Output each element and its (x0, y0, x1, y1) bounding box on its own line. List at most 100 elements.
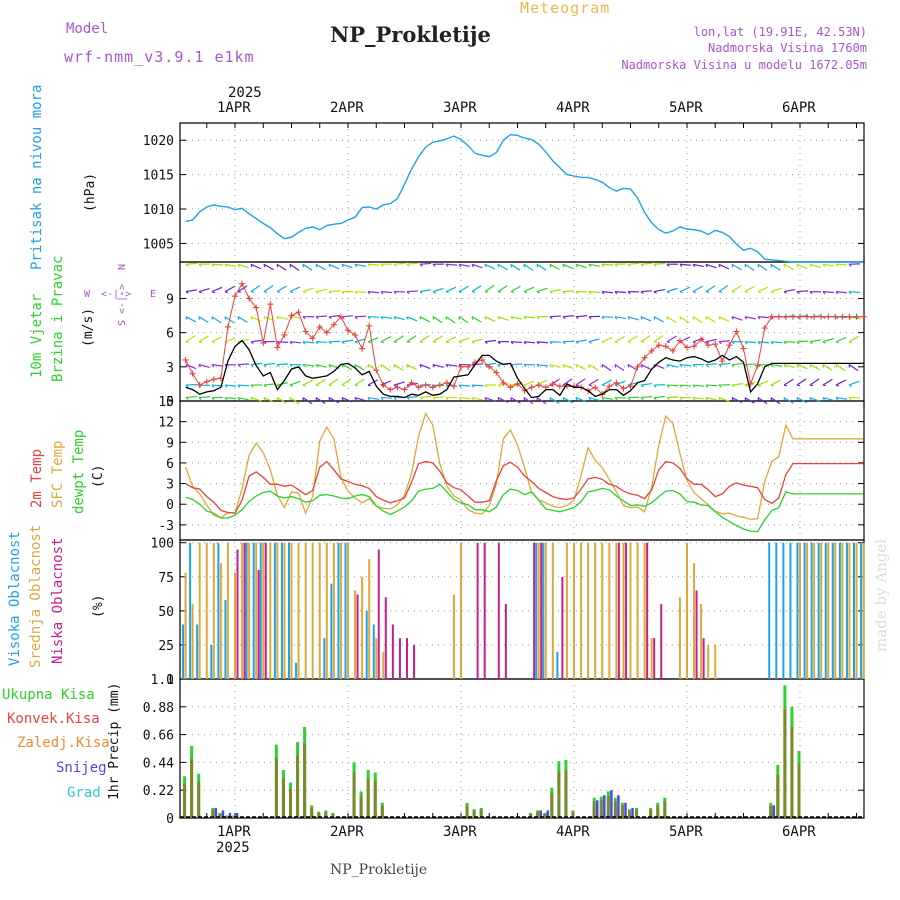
gust-point (260, 339, 267, 346)
wind-arrow-head (796, 397, 799, 401)
ytick-label-4-5: 1.1 (151, 673, 174, 688)
wind-arrow-head (445, 397, 449, 401)
wind-arrow (835, 364, 846, 372)
wind-arrow-head (588, 263, 592, 268)
cloud-bar-low (624, 542, 627, 679)
wind-arrow (796, 397, 808, 404)
precip-snow-bar (624, 802, 627, 818)
wind-arrow (198, 287, 210, 293)
wind-arrow (380, 364, 391, 372)
gust-point (669, 347, 676, 354)
wind-arrow (471, 263, 483, 269)
wind-arrow-head (341, 264, 344, 268)
wind-arrow (705, 285, 716, 293)
wind-arrow-head (718, 291, 723, 293)
cloud-bar-high (860, 542, 863, 679)
wind-arrow-head (848, 397, 852, 401)
panel-frame-0 (179, 122, 865, 263)
wind-arrow (588, 338, 600, 343)
gust-point (726, 342, 733, 349)
wind-arrow-head (679, 364, 683, 368)
gust-point (535, 382, 542, 389)
wind-arrow-head (601, 291, 605, 295)
wind-arrow-head (315, 291, 319, 294)
wind-arrow (419, 262, 432, 265)
wind-arrow (302, 397, 313, 405)
cloud-bar-low (561, 576, 564, 679)
gust-point (606, 383, 613, 390)
wind-arrow (471, 363, 484, 366)
wind-arrow (822, 291, 835, 294)
wind-arrow (679, 286, 691, 293)
wind-arrow-head (770, 384, 775, 387)
wind-arrow (497, 263, 508, 271)
cloud-bar-high (330, 583, 333, 679)
day-label-bottom-5: 5APR (669, 824, 703, 840)
wind-arrow (341, 364, 353, 371)
precip-conv-bar (592, 801, 596, 818)
wind-arrow-head (614, 316, 618, 320)
temp-2m-line (185, 460, 864, 514)
precip-snow-bar (228, 812, 232, 818)
wind-arrow-head (549, 316, 553, 320)
wind-arrow (510, 285, 521, 293)
precip-conv-bar (606, 796, 610, 818)
wind-arrow-head (497, 316, 500, 320)
wind-arrow-head (666, 316, 669, 320)
wind-arrow-head (432, 291, 436, 294)
gust-point (782, 313, 789, 320)
wind-arrow-head (783, 364, 786, 368)
cloud-bar-high (372, 624, 375, 679)
precip-snow-bar (610, 790, 613, 818)
wind-arrow (549, 363, 561, 368)
wind-arrow-head (276, 264, 279, 268)
gust-point (613, 379, 620, 386)
wind-arrow (315, 341, 328, 343)
legend-rain-conv: Konvek.Kisa (7, 711, 100, 727)
precip-conv-bar (331, 813, 335, 818)
wind-arrow-head (770, 341, 774, 345)
gust-point (465, 363, 472, 370)
wind-arrow-head (198, 364, 201, 368)
wind-arrow-head (185, 384, 189, 388)
wind-arrow-head (809, 263, 812, 268)
wind-arrow (302, 263, 313, 271)
wind-arrow (471, 338, 483, 343)
wind-arrow-head (848, 364, 851, 368)
cloud-bar-mid (354, 590, 357, 679)
wind-arrow-head (315, 316, 319, 320)
wind-arrow-head (393, 263, 397, 267)
wind-arrow-head (458, 316, 461, 320)
wind-arrow (835, 379, 847, 386)
precip-conv-bar (225, 815, 229, 818)
wind-arrow-head (640, 291, 644, 295)
wind-arrow-head (653, 316, 656, 320)
wind-arrow (575, 364, 587, 371)
wind-arrow-head (640, 384, 644, 388)
ytick-label-3-3: 75 (158, 571, 174, 586)
wind-arrow-head (549, 364, 553, 368)
wind-arrow-head (796, 384, 801, 387)
wind-arrow (380, 316, 392, 320)
wind-arrow (549, 397, 560, 404)
wind-arrow (263, 285, 274, 293)
gust-point (309, 335, 316, 342)
wind-arrow-head (523, 364, 527, 368)
wind-arrow-head (549, 341, 553, 345)
wind-arrow-head (237, 291, 242, 293)
wind-arrow-head (744, 397, 747, 401)
day-label-bottom-6: 6APR (782, 824, 816, 840)
wind-arrow (198, 316, 209, 324)
cloud-bar-mid (551, 542, 554, 679)
wind-arrow-head (237, 264, 240, 268)
gust-point (825, 313, 832, 320)
cloud-bar-high (789, 542, 792, 679)
wind-arrow (770, 287, 782, 293)
wind-arrow (289, 341, 302, 344)
cloud-bar-low (702, 638, 705, 679)
cloud-bar-mid (304, 542, 307, 679)
wind-arrow-head (835, 291, 839, 295)
wind-arrow (237, 285, 248, 293)
wind-arrow (705, 384, 718, 387)
